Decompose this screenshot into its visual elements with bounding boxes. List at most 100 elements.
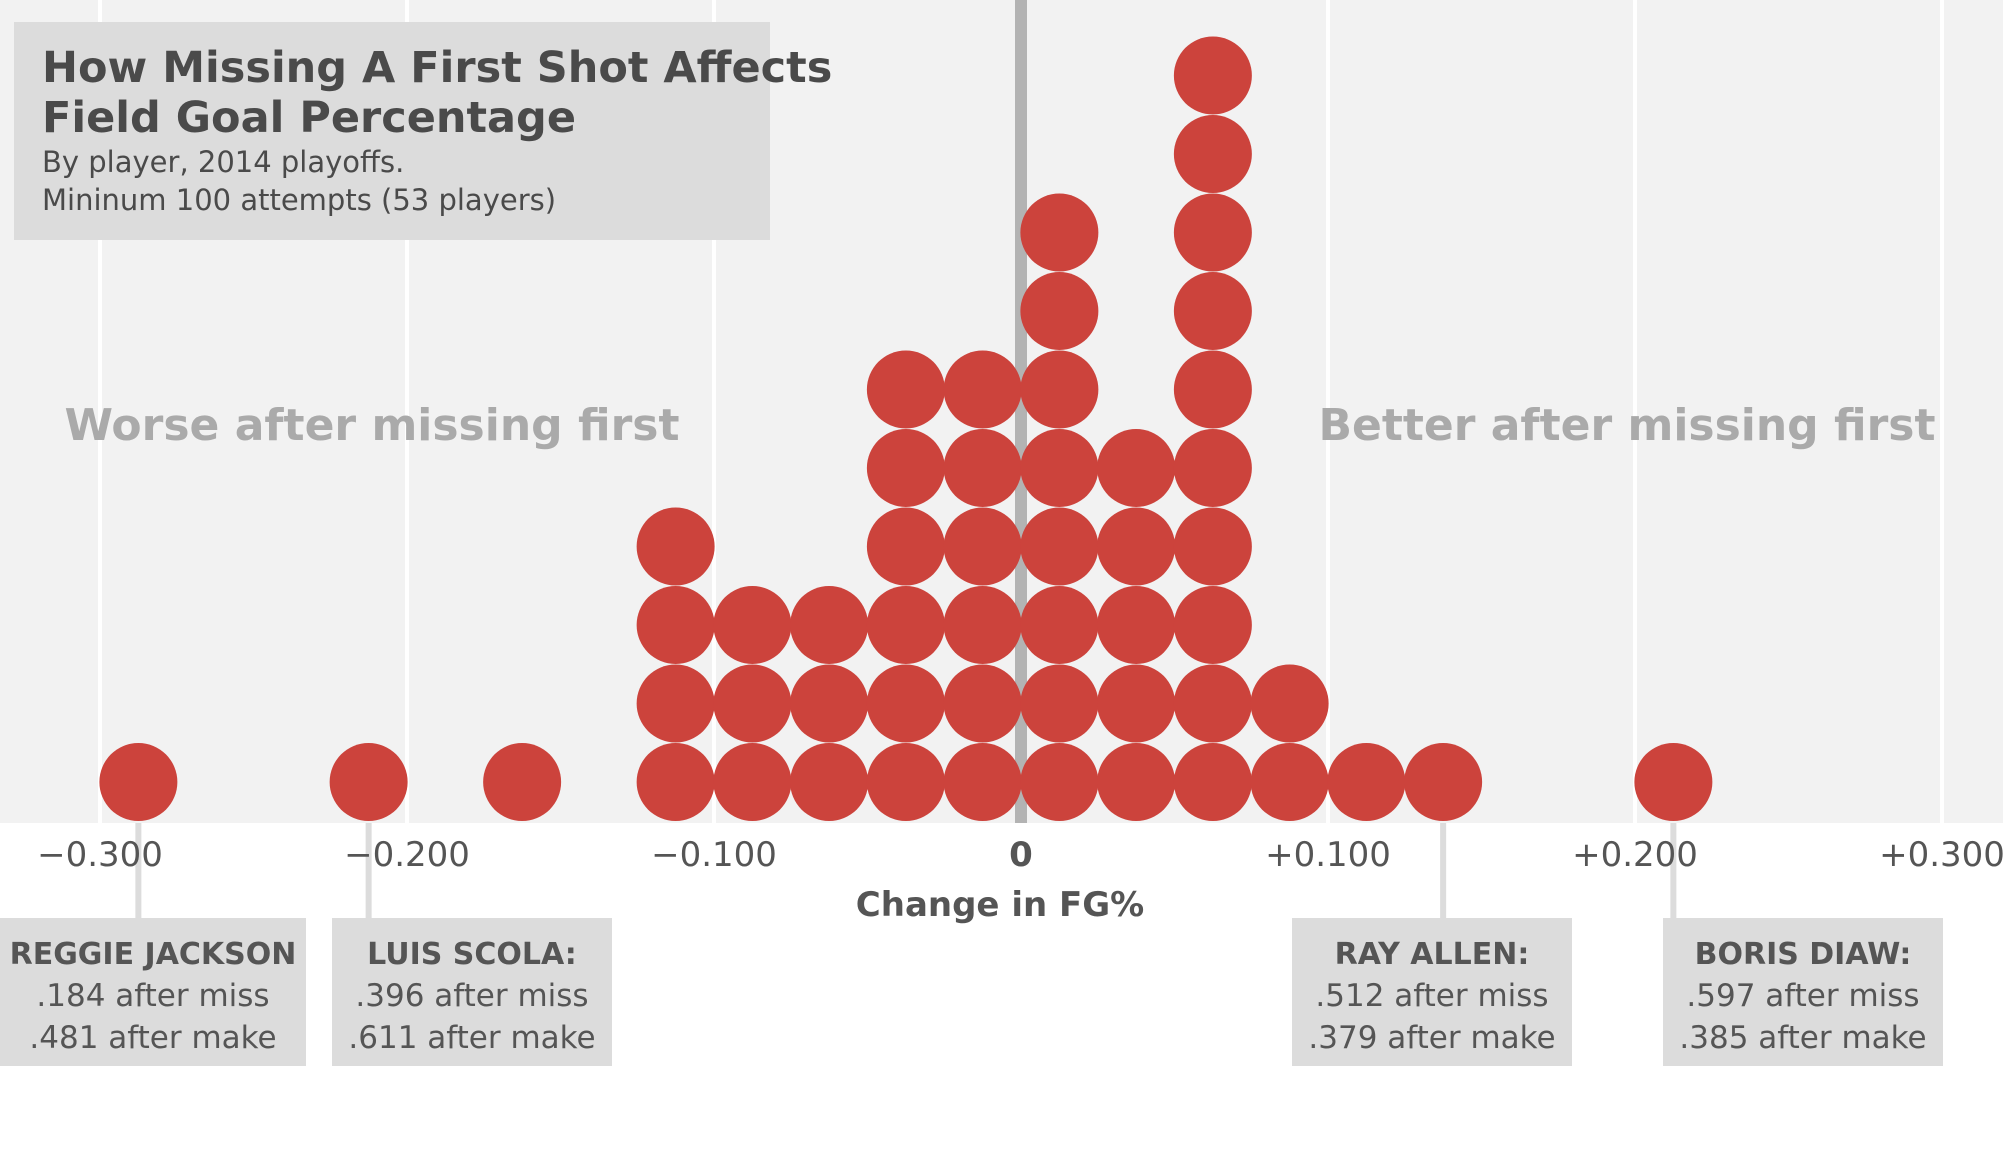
callout-leaders — [135, 823, 1677, 923]
chart-subtitle-line-1: By player, 2014 playoffs. — [42, 145, 404, 179]
chart-subtitle-line-2: Mininum 100 attempts (53 players) — [42, 183, 556, 217]
player-dot — [1097, 664, 1176, 743]
player-dot — [713, 586, 792, 664]
gridline — [1326, 0, 1330, 823]
player-dot — [866, 350, 945, 429]
player-dot — [1020, 350, 1099, 429]
player-dot — [636, 586, 715, 664]
callout-after-miss: .597 after miss — [1686, 978, 1919, 1014]
callout-after-miss: .512 after miss — [1315, 978, 1548, 1014]
gridline — [1633, 0, 1637, 823]
callout: REGGIE JACKSON .184 after miss .481 after … — [0, 918, 306, 1066]
player-dot — [1173, 429, 1252, 507]
player-dot — [866, 429, 945, 507]
player-dot — [866, 743, 945, 821]
callout-player-name: REGGIE JACKSON — [10, 937, 297, 972]
gridline — [405, 0, 409, 823]
player-dot — [483, 743, 562, 821]
callout-after-make: .379 after make — [1308, 1020, 1555, 1056]
x-tick-label: −0.300 — [37, 835, 163, 875]
callout-leader-line — [135, 823, 142, 923]
player-dot — [943, 664, 1022, 743]
player-dot — [943, 743, 1022, 821]
player-dot — [1404, 743, 1483, 821]
player-dot — [1173, 507, 1252, 586]
player-dot — [1020, 507, 1099, 586]
player-dot — [1173, 193, 1252, 272]
player-dot — [943, 350, 1022, 429]
player-dot — [866, 507, 945, 586]
callout-leader-line — [1670, 823, 1677, 923]
player-dot — [1173, 743, 1252, 821]
player-dot — [943, 429, 1022, 507]
player-dot — [943, 586, 1022, 664]
player-dot — [1250, 664, 1329, 743]
player-dot — [1097, 586, 1176, 664]
player-dot — [790, 664, 869, 743]
player-dot — [1097, 743, 1176, 821]
callout: BORIS DIAW: .597 after miss .385 after mak… — [1663, 918, 1943, 1066]
dots — [99, 36, 1713, 821]
chart-title-line-2: Field Goal Percentage — [42, 93, 576, 143]
callout-player-name: RAY ALLEN: — [1335, 937, 1530, 972]
player-dot — [1020, 429, 1099, 507]
player-dot — [1634, 743, 1713, 821]
callout-box — [0, 918, 306, 1066]
player-dot — [713, 664, 792, 743]
gridline — [1940, 0, 1944, 823]
x-axis-title: Change in FG% — [856, 885, 1144, 925]
player-dot — [866, 664, 945, 743]
x-tick-labels: −0.300 −0.200 −0.100 0 +0.100 +0.200 +0.300 — [37, 835, 2003, 875]
gridline — [712, 0, 716, 823]
player-dot — [1097, 507, 1176, 586]
callout-after-make: .611 after make — [348, 1020, 595, 1056]
callout-player-name: BORIS DIAW: — [1695, 937, 1912, 972]
player-dot — [636, 743, 715, 821]
callout-player-name: LUIS SCOLA: — [367, 937, 577, 972]
player-dot — [1097, 429, 1176, 507]
callout-box — [1292, 918, 1572, 1066]
player-dot — [1173, 36, 1252, 115]
title-box: How Missing A First Shot Affects Field G… — [14, 22, 832, 240]
player-dot — [329, 743, 408, 821]
player-dot — [1173, 586, 1252, 664]
player-dot — [1020, 586, 1099, 664]
player-dot — [1173, 350, 1252, 429]
title-box-background — [14, 22, 770, 240]
player-dot — [636, 664, 715, 743]
callouts: REGGIE JACKSON .184 after miss .481 after … — [0, 918, 1943, 1066]
player-dot — [1020, 664, 1099, 743]
player-dot — [1173, 272, 1252, 350]
callout: LUIS SCOLA: .396 after miss .611 after mak… — [332, 918, 612, 1066]
player-dot — [1020, 743, 1099, 821]
player-dot — [866, 586, 945, 664]
x-tick-label: +0.100 — [1265, 835, 1391, 875]
x-tick-label: −0.100 — [651, 835, 777, 875]
callout: RAY ALLEN: .512 after miss .379 after make — [1292, 918, 1572, 1066]
player-dot — [1173, 664, 1252, 743]
player-dot — [1173, 115, 1252, 193]
chart-title-line-1: How Missing A First Shot Affects — [42, 43, 832, 93]
player-dot — [790, 586, 869, 664]
gridlines — [98, 0, 1944, 823]
player-dot — [1020, 193, 1099, 272]
player-dot — [1327, 743, 1406, 821]
callout-leader-line — [1440, 823, 1447, 923]
region-label-better: Better after missing first — [1318, 400, 1935, 451]
x-tick-label: +0.300 — [1879, 835, 2003, 875]
x-tick-label: +0.200 — [1572, 835, 1698, 875]
callout-box — [1663, 918, 1943, 1066]
region-label-worse: Worse after missing first — [64, 400, 679, 451]
callout-box — [332, 918, 612, 1066]
callout-after-make: .385 after make — [1679, 1020, 1926, 1056]
player-dot — [790, 743, 869, 821]
player-dot — [1250, 743, 1329, 821]
player-dot — [636, 507, 715, 586]
callout-after-miss: .184 after miss — [36, 978, 269, 1014]
callout-leader-line — [365, 823, 372, 923]
player-dot — [99, 743, 178, 821]
callout-after-miss: .396 after miss — [355, 978, 588, 1014]
x-tick-label: 0 — [1009, 835, 1033, 875]
player-dot — [943, 507, 1022, 586]
